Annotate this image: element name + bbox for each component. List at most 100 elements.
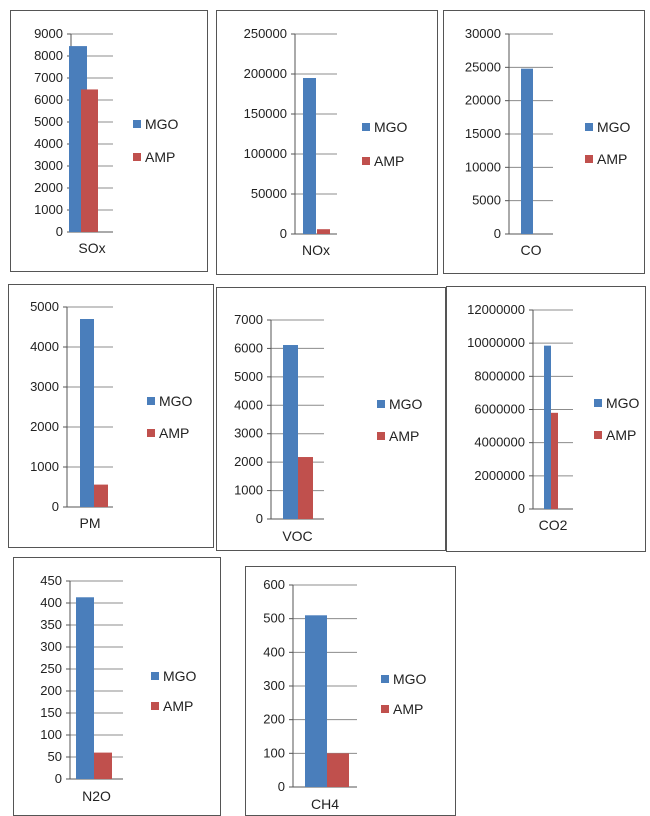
legend-label-mgo: MGO	[389, 396, 423, 412]
y-tick-label: 2000	[34, 180, 63, 195]
y-tick-label: 2000000	[474, 468, 525, 483]
y-tick-label: 0	[55, 771, 62, 786]
y-tick-label: 200000	[244, 66, 287, 81]
legend-swatch-amp	[133, 153, 141, 161]
x-category-label: VOC	[282, 528, 312, 544]
x-category-label: NOx	[302, 242, 330, 258]
y-tick-label: 250000	[244, 26, 287, 41]
y-tick-label: 100	[263, 745, 285, 760]
legend-label-mgo: MGO	[597, 119, 631, 135]
y-tick-label: 0	[278, 779, 285, 794]
legend-swatch-amp	[377, 432, 385, 440]
y-tick-label: 0	[280, 226, 287, 241]
y-tick-label: 4000	[30, 339, 59, 354]
bar-amp	[298, 457, 313, 519]
bar-amp	[94, 752, 112, 779]
y-tick-label: 5000	[30, 299, 59, 314]
legend-label-amp: AMP	[145, 149, 175, 165]
legend-swatch-mgo	[585, 123, 593, 131]
legend-label-amp: AMP	[374, 153, 404, 169]
y-tick-label: 6000000	[474, 402, 525, 417]
legend-label-amp: AMP	[597, 151, 627, 167]
chart-svg: 0 2000000 4000000 6000000 8000000 10000000 120…	[467, 302, 640, 533]
legend-swatch-amp	[362, 157, 370, 165]
y-tick-label: 50000	[251, 186, 287, 201]
y-tick-label: 4000	[234, 397, 263, 412]
y-tick-label: 20000	[465, 93, 501, 108]
y-tick-label: 0	[494, 226, 501, 241]
y-tick-label: 8000	[34, 48, 63, 63]
y-tick-label: 300	[40, 639, 62, 654]
legend-swatch-amp	[151, 702, 159, 710]
y-tick-label: 3000	[30, 379, 59, 394]
legend-swatch-mgo	[147, 397, 155, 405]
legend-swatch-amp	[585, 155, 593, 163]
chart-svg: 0 100 200 300 400 500 600 CH4 MGO AMP	[263, 577, 427, 812]
legend-swatch-amp	[594, 431, 602, 439]
y-tick-label: 3000	[234, 426, 263, 441]
legend-label-mgo: MGO	[163, 668, 197, 684]
legend-swatch-mgo	[133, 120, 141, 128]
y-tick-label: 10000	[465, 159, 501, 174]
legend-label-amp: AMP	[606, 427, 636, 443]
y-tick-label: 6000	[234, 340, 263, 355]
y-tick-label: 3000	[34, 158, 63, 173]
chart-panel-co2: 0 2000000 4000000 6000000 8000000 10000000 120…	[446, 286, 646, 552]
y-tick-label: 9000	[34, 26, 63, 41]
legend-label-mgo: MGO	[393, 671, 427, 687]
legend-swatch-mgo	[362, 123, 370, 131]
y-tick-label: 5000	[34, 114, 63, 129]
chart-panel-pm: 0 1000 2000 3000 4000 5000 PM MGO AMP	[8, 284, 214, 548]
chart-panel-sox: 0 1000 2000 3000 4000 5000 6000 7000 8000 9000 SOx…	[10, 10, 208, 272]
y-tick-label: 100000	[244, 146, 287, 161]
chart-panel-ch4: 0 100 200 300 400 500 600 CH4 MGO AMP	[245, 566, 456, 816]
y-tick-label: 500	[263, 611, 285, 626]
y-tick-label: 25000	[465, 59, 501, 74]
y-tick-label: 6000	[34, 92, 63, 107]
legend-swatch-mgo	[594, 399, 602, 407]
x-category-label: PM	[80, 515, 101, 531]
bar-amp	[94, 484, 108, 507]
legend-swatch-mgo	[377, 400, 385, 408]
legend-swatch-amp	[147, 429, 155, 437]
chart-svg: 0 1000 2000 3000 4000 5000 6000 7000 VOC MGO AMP	[234, 312, 423, 544]
legend-label-amp: AMP	[159, 425, 189, 441]
bar-mgo	[521, 68, 533, 235]
y-tick-label: 50	[48, 749, 62, 764]
legend-label-mgo: MGO	[159, 393, 193, 409]
bar-mgo	[544, 345, 551, 509]
bar-mgo	[283, 345, 298, 519]
legend-label-amp: AMP	[163, 698, 193, 714]
y-tick-label: 150	[40, 705, 62, 720]
y-tick-label: 4000	[34, 136, 63, 151]
legend-label-amp: AMP	[393, 701, 423, 717]
y-tick-label: 0	[256, 511, 263, 526]
y-tick-label: 5000	[472, 193, 501, 208]
y-tick-label: 7000	[234, 312, 263, 327]
x-category-label: CO2	[539, 517, 568, 533]
bar-amp	[317, 229, 330, 234]
chart-panel-co: 0 5000 10000 15000 20000 25000 30000 CO MGO AMP	[443, 10, 645, 274]
y-tick-label: 7000	[34, 70, 63, 85]
y-tick-label: 8000000	[474, 368, 525, 383]
y-tick-label: 1000	[34, 202, 63, 217]
y-tick-label: 0	[518, 501, 525, 516]
y-tick-label: 300	[263, 678, 285, 693]
legend-label-mgo: MGO	[606, 395, 640, 411]
legend-swatch-mgo	[381, 675, 389, 683]
chart-svg: 0 5000 10000 15000 20000 25000 30000 CO MGO AMP	[465, 26, 631, 258]
bar-amp	[81, 89, 98, 232]
y-tick-label: 30000	[465, 26, 501, 41]
y-tick-label: 200	[263, 712, 285, 727]
y-tick-label: 100	[40, 727, 62, 742]
y-tick-label: 200	[40, 683, 62, 698]
y-tick-label: 2000	[30, 419, 59, 434]
y-tick-label: 1000	[234, 483, 263, 498]
chart-panel-nox: 0 50000 100000 150000 200000 250000 NOx MGO AMP	[216, 10, 438, 275]
chart-panel-n2o: 0 50 100 150 200 250 300 350 400 450 N2O MGO AMP	[13, 557, 221, 816]
y-tick-label: 12000000	[467, 302, 525, 317]
x-category-label: SOx	[78, 240, 105, 256]
x-category-label: CH4	[311, 796, 339, 812]
x-category-label: CO	[521, 242, 542, 258]
y-tick-label: 2000	[234, 454, 263, 469]
